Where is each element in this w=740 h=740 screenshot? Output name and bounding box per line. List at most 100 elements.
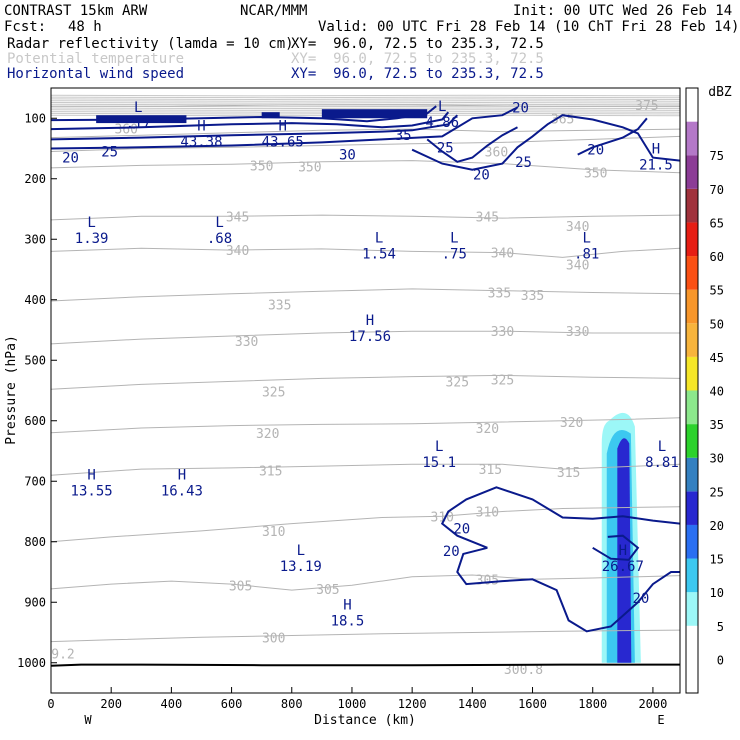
- theta-label: 320: [476, 422, 499, 437]
- extremum-value: 43.65: [262, 134, 304, 150]
- model-name: CONTRAST 15km ARW: [4, 3, 148, 19]
- wind-contour-20: [592, 534, 640, 561]
- wind-contour-25: [51, 114, 459, 141]
- theta-label: 310: [431, 510, 454, 525]
- wind-contour-20: [51, 106, 518, 150]
- wind-label: 25: [437, 140, 454, 156]
- theta-label: 340: [226, 244, 249, 259]
- theta-label: 330: [566, 325, 589, 340]
- theta-contour-band: [51, 96, 680, 99]
- extremum-value: 18.5: [331, 614, 365, 630]
- x-axis-west-label: W: [84, 713, 92, 727]
- x-axis-east-label: E: [657, 713, 664, 727]
- theta-label: 330: [491, 325, 514, 340]
- wind-label: 25: [515, 155, 532, 171]
- x-tick-label: 600: [221, 697, 243, 711]
- colorbar-segment: [686, 256, 698, 290]
- extremum-value: 17.56: [349, 329, 391, 345]
- x-tick-label: 1600: [518, 697, 547, 711]
- extremum-value: 4.86: [425, 115, 459, 131]
- extremum-value: 21.5: [639, 157, 673, 173]
- theta-label: 360: [114, 123, 137, 138]
- y-tick-label: 800: [24, 535, 46, 549]
- x-tick-label: 1000: [338, 697, 367, 711]
- y-tick-label: 200: [24, 172, 46, 186]
- colorbar-segment: [686, 390, 698, 425]
- theta-label: 350: [250, 159, 273, 174]
- theta-label: 335: [521, 289, 544, 304]
- y-tick-label: 500: [24, 353, 46, 367]
- theta-contour-375: [51, 104, 680, 107]
- field-name-reflectivity: Radar reflectivity (lamda = 10 cm): [7, 36, 294, 52]
- extremum-kind: H: [343, 598, 351, 614]
- theta-label: 315: [259, 464, 282, 479]
- theta-contour-325: [51, 374, 680, 390]
- theta-contour-330: [51, 330, 680, 345]
- x-tick-label: 2000: [638, 697, 667, 711]
- wind-label: 25: [101, 145, 118, 161]
- theta-label: 305: [229, 579, 252, 594]
- theta-label: 305: [476, 573, 499, 588]
- extremum-kind: H: [87, 467, 95, 483]
- y-tick-label: 600: [24, 414, 46, 428]
- wind-contour-20: [577, 117, 648, 156]
- x-tick-label: 1200: [398, 697, 427, 711]
- wind-label: 20: [587, 143, 604, 159]
- surface-pressure-line: [51, 663, 680, 667]
- theta-contour-315: [51, 463, 680, 476]
- colorbar-label: 20: [710, 519, 724, 533]
- theta-contour-band: [51, 101, 680, 104]
- field-name-wind: Horizontal wind speed: [7, 66, 185, 82]
- theta-label: 320: [560, 416, 583, 431]
- colorbar-segment: [686, 592, 698, 626]
- extremum-value: 43.38: [180, 134, 222, 150]
- extremum-value: 8.81: [645, 455, 679, 471]
- x-axis-label: Distance (km): [314, 713, 416, 728]
- theta-label: 320: [256, 427, 279, 442]
- extremum-kind: H: [366, 313, 374, 329]
- theta-contour-320: [51, 417, 680, 434]
- theta-label: 345: [226, 210, 249, 225]
- reflectivity-20dbz: [617, 438, 632, 663]
- field-xy-wind: XY= 96.0, 72.5 to 235.3, 72.5: [291, 66, 544, 82]
- theta-label: 345: [476, 210, 499, 225]
- colorbar-segment: [686, 155, 698, 189]
- theta-label: 340: [566, 259, 589, 274]
- theta-label: 325: [491, 374, 514, 389]
- extremum-value: .75: [442, 246, 467, 262]
- y-tick-label: 900: [24, 595, 46, 609]
- extremum-value: 13.19: [280, 559, 322, 575]
- extremum-value: 26.67: [602, 559, 644, 575]
- x-tick-label: 0: [47, 697, 54, 711]
- extremum-value: 13.55: [71, 483, 113, 499]
- theta-contour-335: [51, 288, 680, 302]
- colorbar-label: 40: [710, 385, 724, 399]
- theta-contour-band: [51, 94, 680, 97]
- extremum-kind: H: [279, 118, 287, 134]
- colorbar-segment: [686, 424, 698, 458]
- colorbar-label: 70: [710, 183, 724, 197]
- theta-label: 360: [485, 146, 508, 161]
- colorbar-segment: [686, 88, 698, 122]
- x-tick-label: 1800: [578, 697, 607, 711]
- wind-contour-35: [51, 105, 437, 123]
- organization: NCAR/MMM: [240, 3, 308, 19]
- extremum-kind: L: [435, 439, 443, 455]
- theta-contour-340: [51, 247, 680, 258]
- theta-label: 350: [584, 167, 607, 182]
- colorbar-label: 35: [710, 418, 724, 432]
- y-tick-label: 100: [24, 111, 46, 125]
- forecast-hours: 48 h: [68, 19, 102, 35]
- y-axis-label: Pressure (hPa): [4, 335, 19, 445]
- x-tick-label: 200: [100, 697, 122, 711]
- extremum-value: .81: [574, 246, 599, 262]
- extremum-kind: L: [297, 543, 305, 559]
- theta-label: 350: [298, 161, 321, 176]
- plot-frame: [50, 87, 681, 694]
- wind-contour-20: [456, 546, 680, 633]
- colorbar-segment: [686, 323, 698, 357]
- colorbar-label: 55: [710, 284, 724, 298]
- theta-label: 315: [557, 466, 580, 481]
- colorbar-segment: [686, 491, 698, 525]
- colorbar-label: 75: [710, 149, 724, 163]
